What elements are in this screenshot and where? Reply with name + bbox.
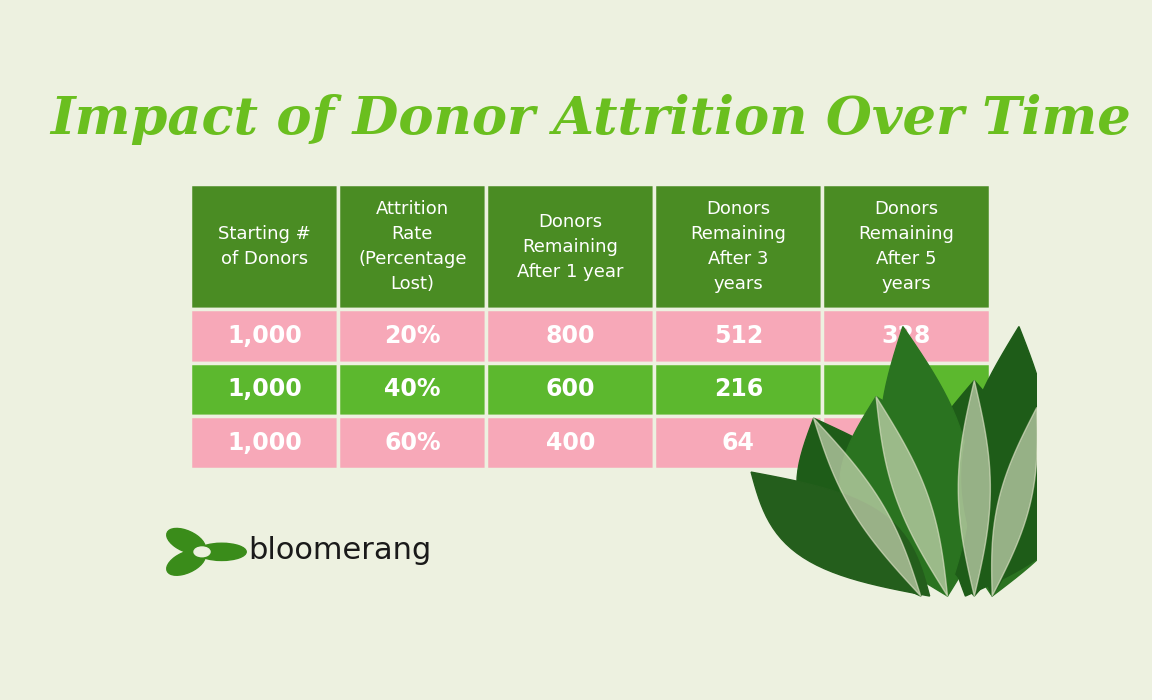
FancyBboxPatch shape — [654, 309, 823, 363]
Text: 20%: 20% — [384, 324, 441, 348]
Polygon shape — [952, 451, 1069, 596]
FancyBboxPatch shape — [339, 416, 486, 470]
FancyBboxPatch shape — [190, 416, 339, 470]
Text: 1,000: 1,000 — [227, 430, 302, 455]
FancyBboxPatch shape — [486, 363, 654, 416]
Polygon shape — [954, 407, 1075, 596]
Text: Donors
Remaining
After 1 year: Donors Remaining After 1 year — [517, 213, 623, 281]
FancyBboxPatch shape — [654, 416, 823, 470]
FancyBboxPatch shape — [486, 183, 654, 309]
FancyBboxPatch shape — [339, 363, 486, 416]
FancyBboxPatch shape — [486, 309, 654, 363]
Text: 400: 400 — [546, 430, 596, 455]
Text: 512: 512 — [714, 324, 763, 348]
Polygon shape — [958, 381, 991, 596]
Polygon shape — [916, 381, 1033, 596]
FancyBboxPatch shape — [339, 183, 486, 309]
Text: Attrition
Rate
(Percentage
Lost): Attrition Rate (Percentage Lost) — [358, 200, 467, 293]
FancyBboxPatch shape — [823, 183, 991, 309]
Text: 1,000: 1,000 — [227, 377, 302, 401]
FancyBboxPatch shape — [654, 183, 823, 309]
Text: Donors
Remaining
After 3
years: Donors Remaining After 3 years — [690, 200, 787, 293]
FancyBboxPatch shape — [654, 363, 823, 416]
Text: 800: 800 — [546, 324, 596, 348]
Text: 328: 328 — [881, 324, 931, 348]
Text: Starting #
of Donors: Starting # of Donors — [218, 225, 311, 268]
Polygon shape — [876, 397, 947, 596]
Polygon shape — [992, 407, 1037, 596]
FancyBboxPatch shape — [823, 363, 991, 416]
FancyBboxPatch shape — [823, 416, 991, 470]
Text: 1,000: 1,000 — [227, 324, 302, 348]
Polygon shape — [813, 418, 920, 596]
FancyBboxPatch shape — [190, 309, 339, 363]
Ellipse shape — [194, 547, 210, 556]
Text: 40%: 40% — [384, 377, 441, 401]
Ellipse shape — [197, 543, 247, 561]
Text: 64: 64 — [722, 430, 755, 455]
Polygon shape — [840, 397, 984, 596]
FancyBboxPatch shape — [190, 183, 339, 309]
FancyBboxPatch shape — [339, 309, 486, 363]
FancyBboxPatch shape — [823, 309, 991, 363]
Text: 600: 600 — [546, 377, 596, 401]
FancyBboxPatch shape — [190, 363, 339, 416]
Text: 10: 10 — [890, 430, 923, 455]
Text: 60%: 60% — [384, 430, 441, 455]
Text: 78: 78 — [889, 377, 923, 401]
Polygon shape — [880, 326, 970, 596]
Polygon shape — [751, 472, 930, 596]
Polygon shape — [797, 418, 938, 596]
Text: bloomerang: bloomerang — [249, 536, 432, 565]
Polygon shape — [962, 326, 1049, 596]
Text: Impact of Donor Attrition Over Time: Impact of Donor Attrition Over Time — [50, 94, 1131, 144]
Text: 216: 216 — [714, 377, 763, 401]
Ellipse shape — [167, 550, 205, 575]
Text: Donors
Remaining
After 5
years: Donors Remaining After 5 years — [858, 200, 954, 293]
Ellipse shape — [167, 528, 205, 554]
FancyBboxPatch shape — [486, 416, 654, 470]
